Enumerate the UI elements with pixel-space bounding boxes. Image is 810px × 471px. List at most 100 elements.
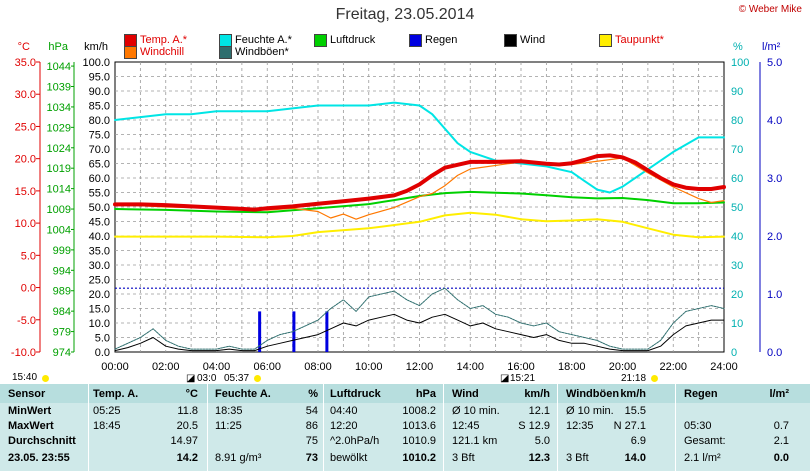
tick-label-x: 02:00: [152, 361, 180, 373]
table-cell: Ø 10 min.: [566, 405, 614, 417]
table-cell: ^2.0hPa/h: [330, 435, 380, 447]
table-cell: 3 Bft: [452, 452, 475, 464]
table-cell: 1010.2: [402, 452, 436, 464]
sunrise-icon: [254, 375, 261, 382]
table-header-cell: Feuchte A.: [215, 388, 271, 400]
tick-label-hpa: 1024: [47, 143, 71, 155]
table-cell: 18:45: [93, 420, 121, 432]
series-feuchte-line: [114, 101, 725, 194]
legend-swatch: [599, 34, 612, 47]
tick-label-pct: 70: [731, 144, 743, 156]
table-cell: 12:35: [566, 420, 594, 432]
sunset-icon: [651, 375, 658, 382]
tick-label-kmh: 70.0: [89, 144, 110, 156]
tick-label-hpa: 974: [53, 347, 71, 359]
legend-label: Regen: [425, 34, 458, 46]
table-cell: 0.0: [773, 452, 789, 464]
table-cell: 73: [305, 452, 318, 464]
legend-label: Taupunkt*: [615, 34, 664, 46]
tick-label-hpa: 1044: [47, 61, 71, 73]
tick-label-kmh: 80.0: [89, 115, 110, 127]
tick-label-hpa: 1039: [47, 82, 71, 94]
tick-label-x: 14:00: [456, 361, 484, 373]
table-cell: 5.0: [534, 435, 550, 447]
axis-unit-pct: %: [733, 41, 743, 53]
legend-label: Windböen*: [235, 46, 289, 58]
tick-label-c: 35.0: [15, 57, 36, 69]
tick-label-c: 20.0: [15, 154, 36, 166]
table-cell: 1008.2: [402, 405, 436, 417]
tick-label-c: 0.0: [21, 283, 36, 295]
table-header-cell: km/h: [524, 388, 550, 400]
moonset-time: 15:21: [510, 373, 536, 384]
tick-label-kmh: 15.0: [89, 304, 110, 316]
table-cell: N 27.1: [613, 420, 646, 432]
tick-label-kmh: 45.0: [89, 217, 110, 229]
table-cell: 15.5: [624, 405, 646, 417]
moonrise-time: 03:0: [197, 373, 217, 384]
tick-label-pct: 80: [731, 115, 743, 127]
tick-label-kmh: 75.0: [89, 130, 110, 142]
table-cell: 12.1: [528, 405, 550, 417]
tick-label-c: 10.0: [15, 218, 36, 230]
table-cell: 11.8: [177, 405, 198, 417]
tick-label-x: 00:00: [101, 361, 129, 373]
tick-label-c: -5.0: [17, 315, 36, 327]
tick-label-x: 24:00: [710, 361, 738, 373]
tick-label-x: 20:00: [609, 361, 637, 373]
tick-label-rain: 0.0: [767, 347, 782, 359]
tick-label-kmh: 35.0: [89, 246, 110, 258]
copyright[interactable]: © Weber Mike: [738, 4, 802, 15]
legend-swatch: [314, 34, 327, 47]
series-temp-line: [113, 153, 726, 212]
rain-bar: [325, 311, 329, 352]
table-column-separator: [88, 384, 89, 471]
table-cell: 2.1: [773, 435, 789, 447]
tick-label-pct: 60: [731, 173, 743, 185]
tick-label-kmh: 100.0: [82, 57, 110, 69]
axis-unit-c: °C: [18, 41, 30, 53]
tick-label-kmh: 10.0: [89, 318, 110, 330]
table-cell: 121.1 km: [452, 435, 498, 447]
rain-bar: [258, 311, 262, 352]
tick-label-hpa: 1034: [47, 102, 71, 114]
axis-unit-rain: l/m²: [762, 41, 781, 53]
table-cell: 04:40: [330, 405, 358, 417]
table-header-cell: Wind: [452, 388, 479, 400]
legend-swatch: [504, 34, 517, 47]
axis-unit-hpa: hPa: [48, 41, 68, 53]
tick-label-rain: 2.0: [767, 231, 782, 243]
tick-label-x: 18:00: [558, 361, 586, 373]
table-column-separator: [323, 384, 324, 471]
tick-label-kmh: 5.0: [95, 333, 110, 345]
table-header-cell: Luftdruck: [330, 388, 381, 400]
tick-label-x: 06:00: [253, 361, 281, 373]
tick-label-x: 12:00: [406, 361, 434, 373]
table-column-separator: [443, 384, 444, 471]
table-cell: 1013.6: [402, 420, 436, 432]
tick-label-kmh: 90.0: [89, 86, 110, 98]
tick-label-hpa: 979: [53, 327, 71, 339]
sunrise-time: 05:37: [224, 373, 250, 384]
tick-label-hpa: 1019: [47, 163, 71, 175]
table-header-cell: l/m²: [769, 388, 789, 400]
table-column-separator: [557, 384, 558, 471]
table-cell: 12:20: [330, 420, 358, 432]
table-cell: 75: [305, 435, 318, 447]
table-cell: 2.1 l/m²: [684, 452, 721, 464]
tick-label-kmh: 50.0: [89, 202, 110, 214]
table-cell: MinWert: [8, 405, 52, 417]
table-cell: Ø 10 min.: [452, 405, 500, 417]
tick-label-pct: 0: [731, 347, 737, 359]
tick-label-c: -10.0: [11, 347, 36, 359]
table-cell: Gesamt:: [684, 435, 726, 447]
table-cell: 1010.9: [402, 435, 436, 447]
table-cell: 23.05. 23:55: [8, 452, 70, 464]
table-header-cell: Temp. A.: [93, 388, 139, 400]
legend-label: Luftdruck: [330, 34, 376, 46]
table-cell: 11:25: [215, 420, 242, 432]
rain-bar: [292, 311, 296, 352]
sunset-time: 21:18: [621, 373, 647, 384]
tick-label-kmh: 30.0: [89, 260, 110, 272]
tick-label-kmh: 55.0: [89, 188, 110, 200]
